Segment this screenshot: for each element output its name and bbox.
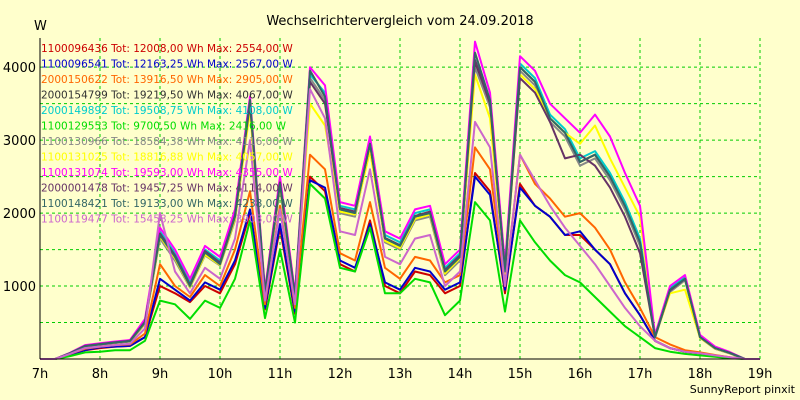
y-tick-label: 4000 — [3, 61, 36, 76]
x-tick-label: 10h — [208, 367, 233, 382]
legend: 1100096436 Tot: 12008,00 Wh Max: 2554,00… — [41, 43, 293, 226]
legend-entry-3: 2000150622 Tot: 13916,50 Wh Max: 2905,00… — [41, 74, 293, 86]
series-line-12 — [40, 88, 760, 360]
x-tick-label: 14h — [448, 367, 473, 382]
y-tick-label: 2000 — [3, 207, 36, 222]
legend-entry-1: 1100096436 Tot: 12008,00 Wh Max: 2554,00… — [41, 43, 293, 55]
series-line-6 — [40, 182, 760, 360]
x-tick-label: 15h — [508, 367, 533, 382]
legend-entry-5: 2000149892 Tot: 19508,75 Wh Max: 4108,00… — [41, 105, 293, 117]
x-tick-label: 19h — [748, 367, 773, 382]
x-tick-label: 16h — [568, 367, 593, 382]
series-line-2 — [40, 175, 760, 360]
y-tick-label: 3000 — [3, 134, 36, 149]
chart-title: Wechselrichtervergleich vom 24.09.2018 — [266, 14, 533, 29]
legend-entry-2: 1100096541 Tot: 12163,25 Wh Max: 2567,00… — [41, 59, 293, 71]
x-tick-label: 9h — [152, 367, 169, 382]
legend-entry-11: 1100148421 Tot: 19133,00 Wh Max: 4238,00… — [41, 198, 293, 210]
footer-credit: SunnyReport pinxit — [690, 383, 796, 396]
x-tick-label: 8h — [92, 367, 109, 382]
series-line-3 — [40, 146, 760, 360]
legend-entry-12: 1100119477 Tot: 15458,25 Wh Max: 3908,00… — [41, 214, 293, 226]
x-tick-label: 11h — [268, 367, 293, 382]
y-axis-unit-label: W — [34, 19, 47, 34]
legend-entry-7: 1100130966 Tot: 18584,38 Wh Max: 4116,00… — [41, 136, 293, 148]
x-tick-label: 18h — [688, 367, 713, 382]
legend-entry-8: 1100131025 Tot: 18816,88 Wh Max: 4057,00… — [41, 152, 293, 164]
axes — [39, 38, 760, 360]
legend-entry-6: 1100129553 Tot: 9700,50 Wh Max: 2416,00 … — [41, 121, 287, 133]
y-axis-ticks: 1000 2000 3000 4000 — [3, 61, 36, 295]
x-tick-label: 7h — [32, 367, 49, 382]
legend-entry-10: 2000001478 Tot: 19457,25 Wh Max: 4114,00… — [41, 183, 293, 195]
x-tick-label: 13h — [388, 367, 413, 382]
x-tick-label: 12h — [328, 367, 353, 382]
x-axis-ticks: 7h 8h 9h 10h 11h 12h 13h 14h 15h 16h 17h 18h 19h — [32, 367, 773, 382]
series-line-9 — [40, 40, 760, 360]
x-tick-label: 17h — [628, 367, 653, 382]
legend-entry-9: 1100131074 Tot: 19593,00 Wh Max: 4355,00… — [41, 167, 293, 179]
series-lines — [40, 40, 760, 360]
y-tick-label: 1000 — [3, 280, 36, 295]
series-line-11 — [40, 51, 760, 360]
legend-entry-4: 2000154799 Tot: 19219,50 Wh Max: 4067,00… — [41, 90, 293, 102]
